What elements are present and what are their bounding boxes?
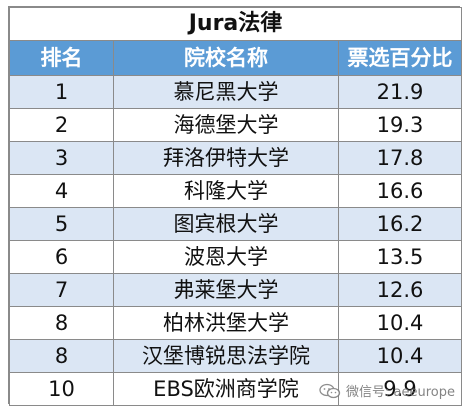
table-title-row: Jura法律: [9, 7, 462, 41]
rank-cell: 6: [9, 240, 114, 274]
table-row: 1 慕尼黑大学 21.9: [9, 75, 462, 109]
header-percentage: 票选百分比: [338, 40, 462, 76]
percentage-cell: 19.3: [338, 108, 462, 142]
percentage-cell: 12.6: [338, 273, 462, 307]
university-cell: 图宾根大学: [113, 207, 339, 241]
table-row: 4 科隆大学 16.6: [9, 174, 462, 208]
ranking-table-container: Jura法律 排名 院校名称 票选百分比 1 慕尼黑大学 21.9 2 海德堡大…: [8, 6, 462, 406]
percentage-cell: 13.5: [338, 240, 462, 274]
university-cell: 弗莱堡大学: [113, 273, 339, 307]
percentage-cell: 10.4: [338, 306, 462, 340]
percentage-cell: 9.9: [338, 372, 462, 406]
header-rank: 排名: [9, 40, 114, 76]
wechat-icon: [319, 383, 341, 399]
rank-cell: 8: [9, 306, 114, 340]
table-row: 8 汉堡博锐思法学院 10.4: [9, 339, 462, 373]
percentage-cell: 21.9: [338, 75, 462, 109]
ranking-table: Jura法律 排名 院校名称 票选百分比 1 慕尼黑大学 21.9 2 海德堡大…: [9, 7, 462, 406]
percentage-cell: 16.2: [338, 207, 462, 241]
table-row: 3 拜洛伊特大学 17.8: [9, 141, 462, 175]
table-header-row: 排名 院校名称 票选百分比: [9, 40, 462, 76]
table-row: 2 海德堡大学 19.3: [9, 108, 462, 142]
university-cell: EBS欧洲商学院: [113, 372, 339, 406]
table-row: 8 柏林洪堡大学 10.4: [9, 306, 462, 340]
rank-cell: 5: [9, 207, 114, 241]
rank-cell: 4: [9, 174, 114, 208]
table-title: Jura法律: [9, 7, 462, 41]
percentage-cell: 10.4: [338, 339, 462, 373]
percentage-cell: 17.8: [338, 141, 462, 175]
university-cell: 科隆大学: [113, 174, 339, 208]
university-cell: 柏林洪堡大学: [113, 306, 339, 340]
watermark-text: 微信号: aeeurope: [346, 385, 455, 400]
table-row: 5 图宾根大学 16.2: [9, 207, 462, 241]
table-row: 7 弗莱堡大学 12.6: [9, 273, 462, 307]
university-cell: 波恩大学: [113, 240, 339, 274]
table-row: 6 波恩大学 13.5: [9, 240, 462, 274]
university-cell: 汉堡博锐思法学院: [113, 339, 339, 373]
university-cell: 慕尼黑大学: [113, 75, 339, 109]
rank-cell: 1: [9, 75, 114, 109]
header-university: 院校名称: [113, 40, 339, 76]
rank-cell: 2: [9, 108, 114, 142]
percentage-cell: 16.6: [338, 174, 462, 208]
rank-cell: 7: [9, 273, 114, 307]
university-cell: 拜洛伊特大学: [113, 141, 339, 175]
rank-cell: 10: [9, 372, 114, 406]
rank-cell: 3: [9, 141, 114, 175]
university-cell: 海德堡大学: [113, 108, 339, 142]
rank-cell: 8: [9, 339, 114, 373]
wechat-watermark: 微信号: aeeurope: [319, 381, 455, 400]
